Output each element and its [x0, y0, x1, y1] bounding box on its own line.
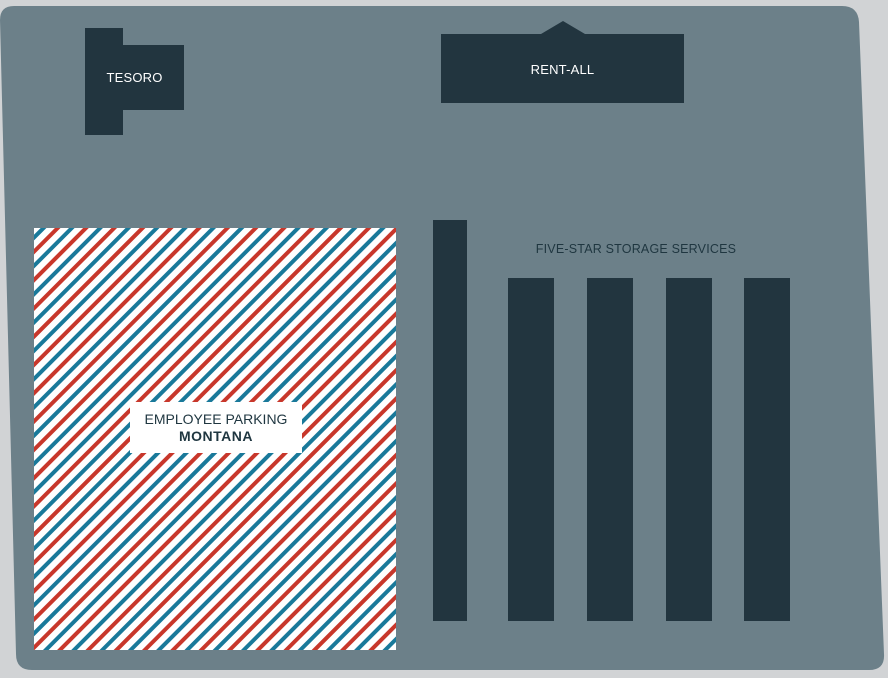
- storage-unit-2[interactable]: [587, 278, 633, 621]
- parking-label-box: EMPLOYEE PARKING MONTANA: [130, 402, 302, 453]
- storage-unit-4[interactable]: [744, 278, 790, 621]
- storage-unit-1[interactable]: [508, 278, 554, 621]
- parking-location-name: MONTANA: [178, 427, 253, 444]
- parking-title: EMPLOYEE PARKING: [144, 410, 288, 427]
- five-star-storage-label: FIVE-STAR STORAGE SERVICES: [535, 242, 737, 256]
- tesoro-building[interactable]: [85, 28, 184, 135]
- storage-unit-long[interactable]: [433, 220, 467, 621]
- tesoro-label: TESORO: [106, 70, 163, 85]
- storage-unit-3[interactable]: [666, 278, 712, 621]
- rent-all-building[interactable]: [441, 21, 684, 103]
- rent-all-label: RENT-ALL: [530, 62, 595, 77]
